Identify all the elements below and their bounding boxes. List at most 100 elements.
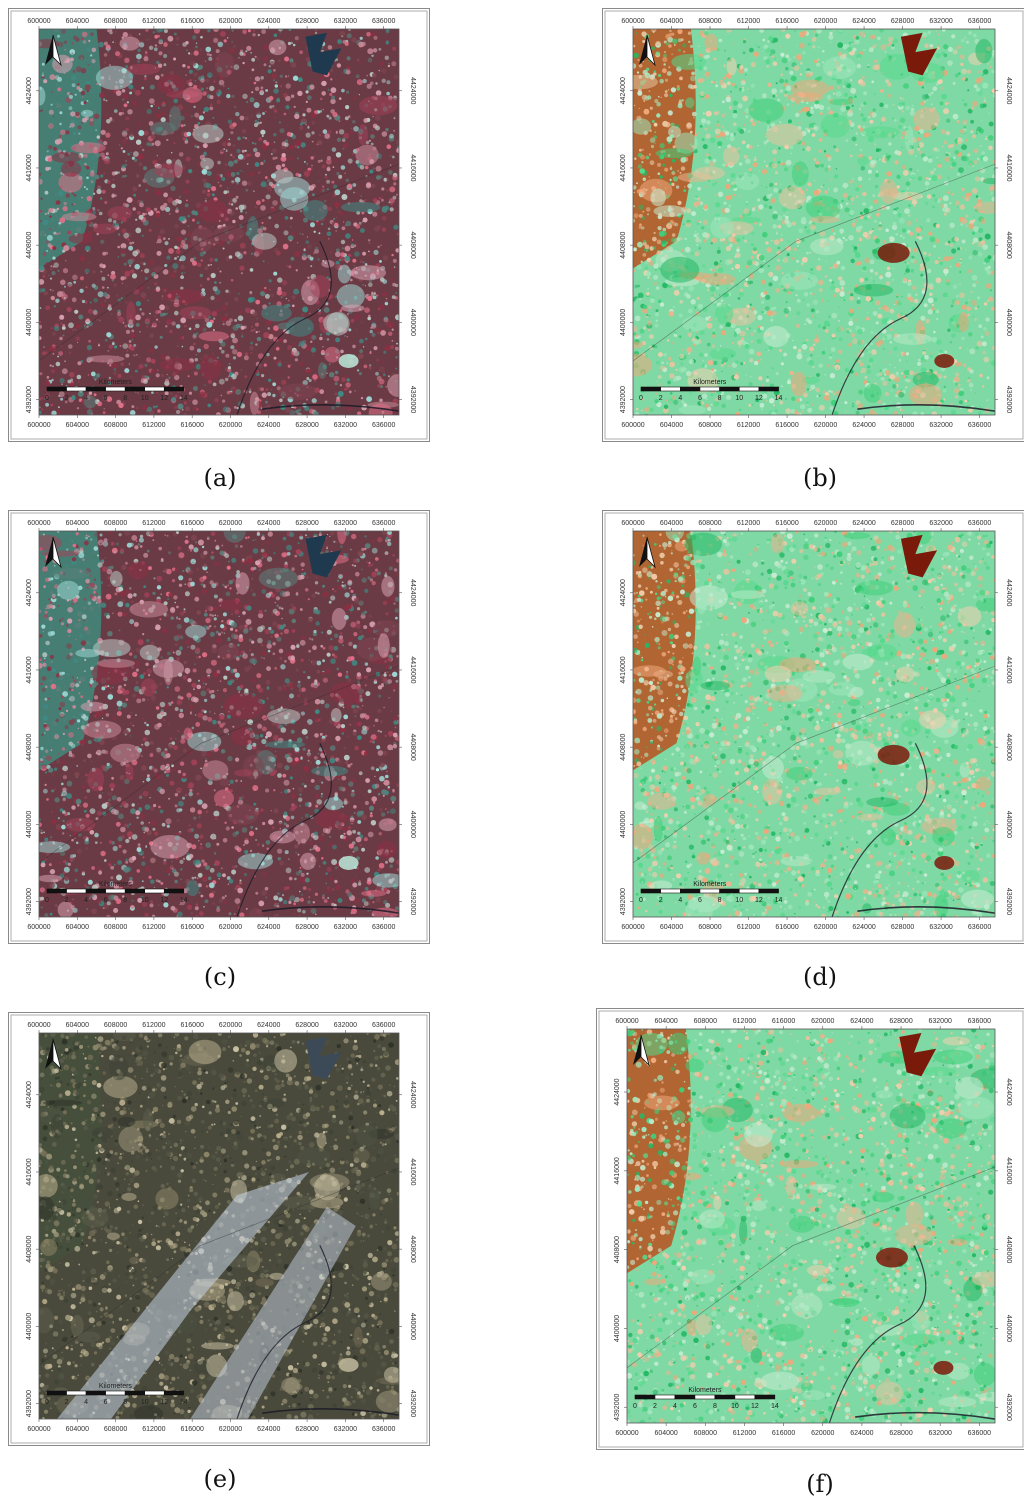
x-tick-label-top: 636000 xyxy=(372,18,395,25)
map-image: 6000006000006040006040006080006080006120… xyxy=(598,1010,1024,1448)
caption-c: (c) xyxy=(203,963,237,991)
y-tick-label-left: 4392000 xyxy=(26,386,33,413)
scale-bar-label: 0 xyxy=(639,897,643,904)
y-tick-label-right: 4424000 xyxy=(1005,579,1012,606)
river-line xyxy=(831,743,928,917)
y-tick-label-left: 4408000 xyxy=(26,231,33,258)
y-tick-label-left: 4416000 xyxy=(614,1157,621,1184)
x-tick-label-top: 624000 xyxy=(257,520,280,527)
x-tick-label-bottom: 624000 xyxy=(850,1430,873,1437)
x-tick-label-bottom: 616000 xyxy=(181,1426,204,1433)
x-tick-label-top: 604000 xyxy=(66,18,89,25)
light-patch xyxy=(338,353,359,368)
x-tick-label-bottom: 628000 xyxy=(889,1430,912,1437)
x-tick-label-top: 616000 xyxy=(181,520,204,527)
y-tick-label-left: 4400000 xyxy=(614,1315,621,1342)
scale-bar-label: 2 xyxy=(65,897,69,904)
x-tick-label-bottom: 620000 xyxy=(811,1430,834,1437)
y-tick-label-left: 4400000 xyxy=(620,811,627,838)
y-tick-label-left: 4408000 xyxy=(26,733,33,760)
scale-bar-label: 8 xyxy=(123,1399,127,1406)
x-tick-label-top: 600000 xyxy=(27,1022,50,1029)
scale-bar-label: 6 xyxy=(698,395,702,402)
y-tick-label-right: 4424000 xyxy=(409,77,416,104)
north-arrow-icon xyxy=(45,1038,62,1071)
y-tick-label-right: 4408000 xyxy=(409,1236,416,1263)
map-image: 6000006000006040006040006080006080006120… xyxy=(10,1014,428,1444)
haze-plume xyxy=(57,1171,309,1419)
map-frame: 600000 600000 604000 604000 608000 608000 6120… xyxy=(602,510,1024,944)
river-line xyxy=(855,1411,995,1420)
map-border xyxy=(38,28,400,416)
y-tick-label-left: 4408000 xyxy=(614,1236,621,1263)
map-image: 6000006000006040006040006080006080006120… xyxy=(604,10,1024,440)
x-tick-label-top: 620000 xyxy=(814,18,837,25)
x-tick-label-bottom: 600000 xyxy=(615,1430,638,1437)
y-tick-label-left: 4424000 xyxy=(26,1081,33,1108)
map-frame: 600000 600000 604000 604000 608000 608000 6120… xyxy=(8,510,430,944)
x-tick-label-top: 608000 xyxy=(698,520,721,527)
y-tick-label-right: 4416000 xyxy=(409,154,416,181)
y-tick-label-left: 4416000 xyxy=(26,154,33,181)
y-tick-label-left: 4392000 xyxy=(620,888,627,915)
urban-area xyxy=(875,1247,908,1268)
x-tick-label-bottom: 632000 xyxy=(929,1430,952,1437)
map-panel-e: 600000 600000 604000 604000 608000 608000 6120… xyxy=(8,1012,430,1446)
scale-bar-title: Kilometers xyxy=(693,379,727,386)
y-tick-label-left: 4408000 xyxy=(26,1235,33,1262)
x-tick-label-bottom: 624000 xyxy=(257,924,280,931)
scale-bar-label: 12 xyxy=(160,395,168,402)
scale-bar-label: 12 xyxy=(160,897,168,904)
scale-bar: Kilometers 0 2 4 6 8 10 12 14 xyxy=(45,1383,188,1406)
map-frame: 600000 600000 604000 604000 608000 608000 6120… xyxy=(8,8,430,442)
x-tick-label-bottom: 636000 xyxy=(968,1430,991,1437)
x-tick-label-bottom: 628000 xyxy=(295,1426,318,1433)
raster-layer xyxy=(39,531,399,917)
road-line xyxy=(39,163,399,362)
y-tick-label-right: 4408000 xyxy=(409,232,416,259)
y-tick-label-right: 4424000 xyxy=(409,579,416,606)
y-tick-label-right: 4392000 xyxy=(1005,386,1012,413)
x-tick-label-bottom: 604000 xyxy=(66,1426,89,1433)
x-tick-label-bottom: 636000 xyxy=(372,924,395,931)
scale-bar-label: 14 xyxy=(180,1399,188,1406)
x-tick-label-top: 604000 xyxy=(660,520,683,527)
map-panel-d: 600000 600000 604000 604000 608000 608000 6120… xyxy=(602,510,1024,944)
scale-bar-title: Kilometers xyxy=(693,881,727,888)
scale-bar: Kilometers 0 2 4 6 8 10 12 14 xyxy=(45,379,188,402)
x-tick-label-bottom: 632000 xyxy=(929,422,952,429)
x-tick-label-bottom: 600000 xyxy=(27,422,50,429)
x-tick-label-bottom: 600000 xyxy=(27,1426,50,1433)
river-line xyxy=(831,241,928,415)
river-line xyxy=(857,404,995,412)
x-tick-label-top: 608000 xyxy=(694,1018,717,1025)
river-line xyxy=(236,241,332,415)
caption-e: (e) xyxy=(203,1465,237,1493)
x-tick-label-top: 636000 xyxy=(372,1022,395,1029)
x-tick-label-bottom: 628000 xyxy=(891,924,914,931)
x-tick-label-top: 620000 xyxy=(219,18,242,25)
y-tick-label-right: 4416000 xyxy=(409,656,416,683)
x-tick-label-bottom: 600000 xyxy=(27,924,50,931)
north-arrow-icon xyxy=(45,536,62,569)
x-tick-label-bottom: 616000 xyxy=(772,1430,795,1437)
map-panel-f: 600000 600000 604000 604000 608000 608000 6120… xyxy=(596,1008,1024,1450)
x-tick-label-bottom: 604000 xyxy=(660,422,683,429)
y-tick-label-left: 4400000 xyxy=(26,1313,33,1340)
y-tick-label-left: 4400000 xyxy=(26,811,33,838)
y-tick-label-right: 4424000 xyxy=(409,1081,416,1108)
y-tick-label-right: 4392000 xyxy=(1005,1394,1012,1421)
x-tick-label-top: 616000 xyxy=(772,1018,795,1025)
x-tick-label-top: 632000 xyxy=(334,520,357,527)
y-tick-label-left: 4424000 xyxy=(620,77,627,104)
x-tick-label-top: 612000 xyxy=(142,18,165,25)
y-tick-label-left: 4424000 xyxy=(620,579,627,606)
x-tick-label-bottom: 620000 xyxy=(219,422,242,429)
map-frame: 600000 600000 604000 604000 608000 608000 6120… xyxy=(596,1008,1024,1450)
y-tick-label-right: 4400000 xyxy=(409,309,416,336)
y-tick-label-left: 4392000 xyxy=(614,1394,621,1421)
x-tick-label-bottom: 632000 xyxy=(334,924,357,931)
x-tick-label-top: 612000 xyxy=(142,1022,165,1029)
x-tick-label-top: 600000 xyxy=(621,520,644,527)
scale-bar-title: Kilometers xyxy=(99,1383,133,1390)
